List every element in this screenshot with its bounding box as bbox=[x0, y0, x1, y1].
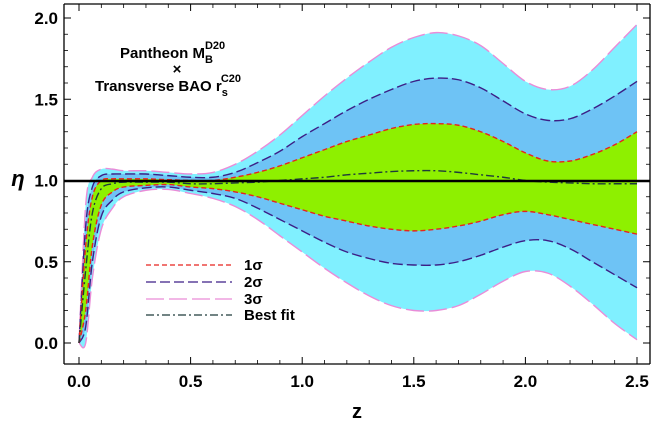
plot-frame bbox=[63, 3, 651, 365]
curve-1sigma-lower bbox=[78, 183, 638, 344]
ticks-layer: 0.0 0.5 1.0 1.5 2.0 2.5 0.0 0.5 1.0 1.5 2.0 bbox=[34, 4, 650, 391]
annotation-line2-sub: s bbox=[222, 87, 228, 99]
curve-2sigma-upper bbox=[78, 77, 638, 344]
y-tick-label-0: 0.0 bbox=[34, 334, 58, 353]
bands-layer bbox=[79, 24, 637, 348]
annotation: Pantheon MB D20 × Transverse BAO rs C20 bbox=[95, 40, 241, 99]
x-tick-label-5: 2.5 bbox=[625, 372, 649, 391]
curve-2sigma-lower bbox=[78, 186, 638, 344]
y-tick-label-4: 2.0 bbox=[34, 9, 58, 28]
legend-label-1sigma: 1σ bbox=[244, 257, 263, 274]
y-axis-label: η bbox=[11, 166, 24, 191]
annotation-line1: Pantheon MB D20 bbox=[120, 40, 225, 66]
x-tick-label-3: 1.5 bbox=[402, 372, 426, 391]
curve-3sigma-upper bbox=[78, 24, 638, 344]
annotation-cross: × bbox=[173, 61, 182, 78]
x-tick-label-2: 1.0 bbox=[290, 372, 314, 391]
curve-1sigma-upper bbox=[78, 122, 638, 344]
band-1sigma bbox=[79, 123, 637, 344]
x-tick-label-1: 0.5 bbox=[179, 372, 203, 391]
annotation-line1-sub: B bbox=[205, 54, 213, 66]
annotation-line2: Transverse BAO rs C20 bbox=[95, 73, 241, 99]
legend-label-2sigma: 2σ bbox=[244, 274, 263, 291]
annotation-line2-text: Transverse BAO r bbox=[95, 78, 222, 95]
legend-label-best-fit: Best fit bbox=[244, 307, 295, 324]
annotation-line2-sup: C20 bbox=[221, 73, 241, 85]
y-tick-label-1: 0.5 bbox=[34, 253, 58, 272]
annotation-line1-sup: D20 bbox=[205, 40, 225, 52]
legend: 1σ 2σ 3σ Best fit bbox=[146, 257, 295, 324]
lines-layer bbox=[78, 24, 638, 349]
x-tick-label-0: 0.0 bbox=[67, 372, 91, 391]
y-tick-label-3: 1.5 bbox=[34, 90, 58, 109]
y-tick-label-2: 1.0 bbox=[34, 172, 58, 191]
annotation-line1-text: Pantheon M bbox=[120, 45, 205, 62]
x-axis-label: z bbox=[352, 401, 362, 423]
legend-label-3sigma: 3σ bbox=[244, 291, 263, 308]
x-tick-label-4: 2.0 bbox=[514, 372, 538, 391]
